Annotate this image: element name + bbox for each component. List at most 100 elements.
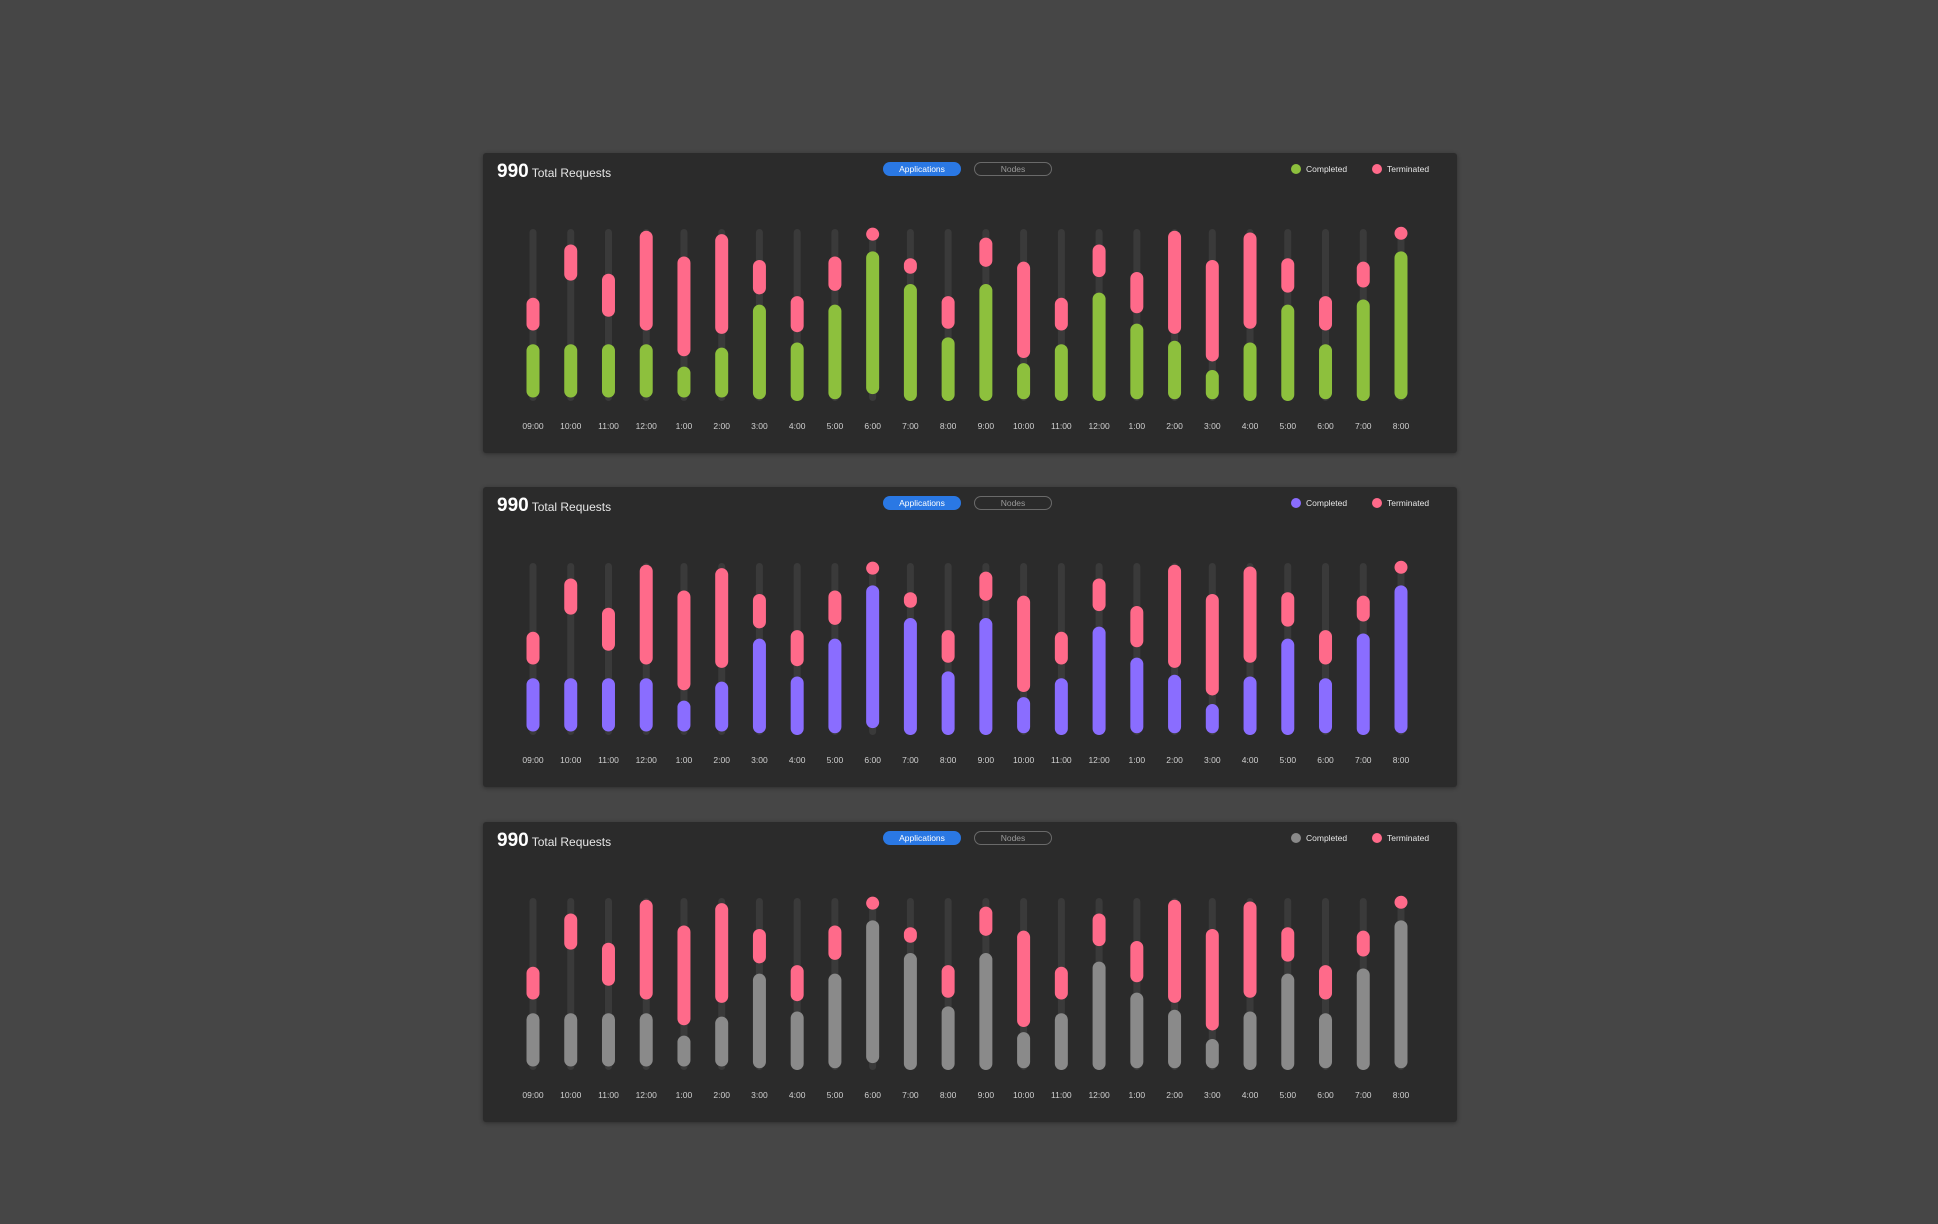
card-header: 990 Total Requests — [497, 161, 611, 183]
bar-completed — [828, 304, 842, 400]
legend-item-completed[interactable]: Completed — [1291, 162, 1347, 176]
x-tick-label: 7:00 — [902, 421, 919, 431]
bar-completed — [715, 1016, 729, 1067]
x-tick-label: 12:00 — [636, 421, 658, 431]
bar-completed — [677, 700, 691, 732]
bar-terminated — [1017, 930, 1031, 1027]
bar-completed — [752, 304, 766, 400]
bar-terminated — [639, 899, 653, 1000]
bar-terminated — [601, 942, 615, 986]
x-tick-label: 10:00 — [560, 755, 582, 765]
bar-terminated — [1281, 927, 1295, 962]
legend-item-terminated[interactable]: Terminated — [1372, 831, 1429, 845]
bar-terminated — [1394, 226, 1408, 240]
bar-terminated — [526, 966, 540, 1000]
x-tick-label: 7:00 — [1355, 755, 1372, 765]
bar-completed — [639, 678, 653, 732]
bar-terminated — [1356, 930, 1370, 957]
x-tick-label: 09:00 — [522, 755, 544, 765]
bar-terminated — [1394, 560, 1408, 574]
total-requests-value: 990 — [497, 495, 529, 516]
bar-terminated — [1092, 913, 1106, 947]
tab-nodes[interactable]: Nodes — [974, 496, 1052, 510]
bar-completed — [1205, 704, 1219, 734]
bar-completed — [752, 638, 766, 734]
x-tick-label: 3:00 — [751, 1090, 768, 1100]
bar-chart: 09:00 10:00 11:00 12:00 1:00 2:00 3:00 4:00 5:00… — [522, 226, 1410, 431]
bar-completed — [1130, 657, 1144, 734]
x-tick-label: 2:00 — [1166, 421, 1183, 431]
x-tick-label: 9:00 — [978, 1090, 995, 1100]
bar-completed — [828, 973, 842, 1069]
tab-nodes[interactable]: Nodes — [974, 162, 1052, 176]
legend-item-completed[interactable]: Completed — [1291, 831, 1347, 845]
legend-label-completed: Completed — [1306, 833, 1348, 843]
bar-terminated — [828, 590, 842, 625]
bar-completed — [526, 1013, 540, 1067]
bar-terminated — [1130, 941, 1144, 983]
bar-terminated — [1356, 595, 1370, 622]
bar-completed — [979, 284, 993, 401]
bar-terminated — [1130, 606, 1144, 648]
bar-completed — [1130, 323, 1144, 400]
bar-terminated — [790, 296, 804, 333]
bar-terminated — [1168, 230, 1182, 334]
x-tick-label: 10:00 — [560, 421, 582, 431]
bar-terminated — [715, 568, 729, 668]
bar-completed — [1319, 678, 1333, 734]
x-tick-label: 2:00 — [713, 1090, 730, 1100]
bar-completed — [1243, 676, 1257, 735]
card-header: 990 Total Requests — [497, 830, 611, 852]
x-tick-label: 5:00 — [827, 421, 844, 431]
bar-terminated — [828, 925, 842, 960]
bar-terminated — [752, 259, 766, 295]
bar-completed — [1168, 340, 1182, 400]
chart-card: 990 Total Requests Applications Nodes Com… — [483, 822, 1457, 1122]
x-tick-label: 1:00 — [1129, 1090, 1146, 1100]
bar-terminated — [752, 593, 766, 629]
x-tick-label: 6:00 — [1317, 755, 1334, 765]
bar-terminated — [677, 925, 691, 1026]
x-tick-label: 3:00 — [1204, 421, 1221, 431]
tab-nodes[interactable]: Nodes — [974, 831, 1052, 845]
legend-item-terminated[interactable]: Terminated — [1372, 496, 1429, 510]
bar-completed — [564, 678, 578, 732]
bar-terminated — [941, 965, 955, 998]
x-tick-label: 1:00 — [676, 1090, 693, 1100]
bar-terminated — [1092, 578, 1106, 612]
bar-terminated — [639, 230, 653, 331]
x-tick-label: 7:00 — [1355, 421, 1372, 431]
x-tick-label: 11:00 — [1051, 421, 1072, 431]
tab-applications[interactable]: Applications — [883, 496, 961, 510]
x-tick-label: 10:00 — [1013, 421, 1035, 431]
tab-applications[interactable]: Applications — [883, 831, 961, 845]
x-tick-label: 1:00 — [1129, 421, 1146, 431]
bar-completed — [752, 973, 766, 1069]
x-tick-label: 11:00 — [598, 755, 619, 765]
bar-completed — [564, 1013, 578, 1067]
bar-terminated — [564, 578, 578, 615]
bar-terminated — [1054, 297, 1068, 331]
bar-completed — [1205, 370, 1219, 400]
x-tick-label: 09:00 — [522, 421, 544, 431]
bar-completed — [903, 953, 917, 1070]
tab-applications[interactable]: Applications — [883, 162, 961, 176]
bar-terminated — [752, 928, 766, 964]
x-tick-label: 7:00 — [1355, 1090, 1372, 1100]
x-tick-label: 11:00 — [598, 1090, 619, 1100]
x-tick-label: 2:00 — [1166, 755, 1183, 765]
legend-item-terminated[interactable]: Terminated — [1372, 162, 1429, 176]
bar-terminated — [979, 906, 993, 936]
terminated-swatch-icon — [1372, 497, 1382, 508]
bar-terminated — [1356, 261, 1370, 288]
bar-completed — [866, 251, 880, 395]
bar-completed — [564, 344, 578, 398]
bar-terminated — [715, 234, 729, 334]
total-requests-value: 990 — [497, 830, 529, 851]
bar-completed — [790, 676, 804, 735]
bar-terminated — [866, 561, 880, 575]
bar-terminated — [1168, 899, 1182, 1003]
bar-completed — [1017, 1032, 1031, 1069]
legend-item-completed[interactable]: Completed — [1291, 496, 1347, 510]
x-tick-label: 6:00 — [1317, 421, 1334, 431]
